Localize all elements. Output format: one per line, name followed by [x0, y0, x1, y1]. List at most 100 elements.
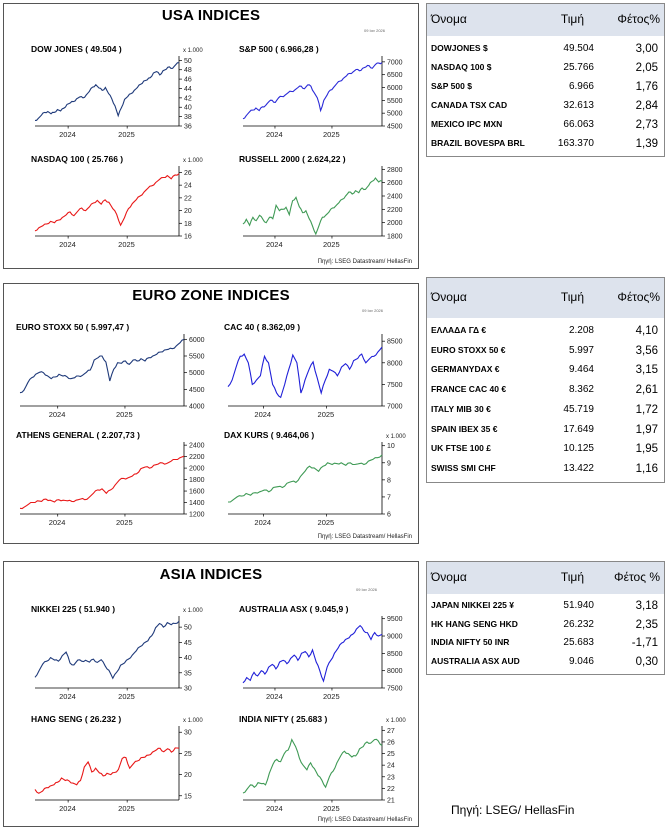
index-ytd: 1,95: [635, 443, 658, 456]
index-ytd: 1,72: [635, 403, 658, 416]
y-tick-label: 1800: [387, 234, 403, 241]
series-line: [34, 62, 180, 121]
chart-title: NASDAQ 100 ( 25.766 ): [31, 154, 123, 164]
index-ytd: -1,71: [631, 637, 658, 650]
series-line: [34, 747, 180, 794]
y-tick-label: 50: [184, 625, 192, 632]
y-tick-label: 1400: [189, 500, 205, 507]
column-header: Όνομα: [431, 290, 467, 304]
index-price: 9.046: [568, 655, 594, 667]
series-line: [242, 738, 383, 794]
column-header: Φέτος%: [617, 290, 660, 304]
index-price: 10.125: [563, 443, 594, 455]
y-tick-label: 5500: [387, 98, 403, 105]
chart-title: NIKKEI 225 ( 51.940 ): [31, 604, 115, 614]
column-header: Όνομα: [431, 570, 467, 584]
x-tick-label: 2025: [118, 240, 135, 249]
table-row: AUSTRALIA ASX AUD 9.046 0,30: [427, 654, 664, 673]
y-tick-label: 7000: [387, 404, 403, 411]
x-tick-label: 2024: [254, 410, 271, 419]
y-tick-label: 22: [387, 786, 395, 793]
y-tick-label: 26: [387, 739, 395, 746]
index-ytd: 2,61: [635, 384, 658, 397]
russell-2000-chart: RUSSELL 2000 ( 2.624,22 ) 1800 2000 2200 240…: [239, 154, 403, 249]
panel-date: 09 Ιαν 2026: [362, 308, 383, 313]
index-ytd: 3,00: [635, 42, 658, 55]
y-tick-label: 2400: [189, 443, 205, 450]
x-tick-label: 2025: [323, 804, 340, 813]
index-ytd: 1,76: [635, 80, 658, 93]
chart-title: DOW JONES ( 49.504 ): [31, 44, 122, 54]
y-tick-label: 8000: [387, 360, 403, 367]
nikkei-225-chart: NIKKEI 225 ( 51.940 ) x 1.000 30 35 40 45 50 20…: [31, 604, 203, 701]
table-row: INDIA NIFTY 50 INR 25.683 -1,71: [427, 635, 664, 654]
index-ytd: 1,97: [635, 423, 658, 436]
index-name: EURO STOXX 50 €: [431, 344, 506, 355]
y-tick-label: 40: [184, 655, 192, 662]
index-price: 51.940: [563, 600, 594, 612]
unit-label: x 1.000: [386, 434, 406, 440]
index-price: 32.613: [563, 99, 594, 111]
table-row: ITALY MIB 30 € 45.719 1,72: [427, 401, 664, 421]
column-header: Τιμή: [560, 12, 584, 26]
index-price: 13.422: [563, 463, 594, 475]
index-price: 6.966: [568, 80, 594, 92]
table-header: Όνομα Τιμή Φέτος %: [427, 562, 664, 594]
chart-title: INDIA NIFTY ( 25.683 ): [239, 714, 327, 724]
y-tick-label: 30: [184, 686, 192, 693]
index-name: NASDAQ 100 $: [431, 61, 492, 72]
y-tick-label: 6000: [189, 337, 205, 344]
asia-indices-table: Όνομα Τιμή Φέτος % JAPAN NIKKEI 225 ¥ 51.940…: [426, 561, 665, 675]
table-header: Όνομα Τιμή Φέτος%: [427, 4, 664, 36]
euro-zone-indices-table: Όνομα Τιμή Φέτος% ΕΛΛΑΔΑ ΓΔ € 2.208 4,10 EURO …: [426, 277, 665, 483]
y-tick-label: 1200: [189, 512, 205, 519]
index-price: 163.370: [557, 137, 594, 149]
index-name: BRAZIL BOVESPA BRL: [431, 137, 525, 148]
index-ytd: 3,18: [635, 600, 658, 613]
series-line: [19, 338, 185, 394]
y-tick-label: 42: [184, 95, 192, 102]
y-tick-label: 25: [184, 751, 192, 758]
x-tick-label: 2025: [116, 410, 133, 419]
table-row: JAPAN NIKKEI 225 ¥ 51.940 3,18: [427, 598, 664, 617]
index-ytd: 0,30: [635, 655, 658, 668]
index-ytd: 2,84: [635, 99, 658, 112]
index-name: ΕΛΛΑΔΑ ΓΔ €: [431, 324, 487, 335]
index-name: CANADA TSX CAD: [431, 99, 508, 110]
index-price: 2.208: [568, 324, 594, 336]
chart-title: ATHENS GENERAL ( 2.207,73 ): [16, 430, 140, 440]
table-row: MEXICO IPC MXN 66.063 2,73: [427, 116, 664, 135]
panel-title: USA INDICES: [161, 7, 261, 24]
index-ytd: 2,35: [635, 618, 658, 631]
table-row: ΕΛΛΑΔΑ ΓΔ € 2.208 4,10: [427, 322, 664, 342]
y-tick-label: 5000: [189, 370, 205, 377]
y-tick-label: 7500: [387, 382, 403, 389]
y-tick-label: 24: [387, 763, 395, 770]
index-name: SPAIN IBEX 35 €: [431, 423, 498, 434]
y-tick-label: 35: [184, 670, 192, 677]
table-row: GERMANYDAX € 9.464 3,15: [427, 362, 664, 382]
column-header: Φέτος %: [614, 570, 660, 584]
index-name: HK HANG SENG HKD: [431, 618, 518, 629]
column-header: Φέτος%: [617, 12, 660, 26]
athens-general-chart: ATHENS GENERAL ( 2.207,73 ) 1200 1400 1600 1…: [16, 430, 205, 527]
panel-date: 09 Ιαν 2026: [364, 28, 385, 33]
series-line: [242, 624, 383, 684]
y-tick-label: 2000: [189, 466, 205, 473]
index-price: 45.719: [563, 403, 594, 415]
x-tick-label: 2025: [118, 804, 135, 813]
index-name: AUSTRALIA ASX AUD: [431, 655, 520, 666]
index-price: 5.997: [568, 344, 594, 356]
y-tick-label: 2000: [387, 220, 403, 227]
index-price: 9.464: [568, 364, 594, 376]
y-tick-label: 20: [184, 208, 192, 215]
chart-title: EURO STOXX 50 ( 5.997,47 ): [16, 322, 129, 332]
series-line: [228, 454, 383, 503]
australia-asx-chart: AUSTRALIA ASX ( 9.045,9 ) 7500 8000 8500 900…: [239, 604, 403, 701]
series-line: [34, 173, 180, 232]
x-tick-label: 2024: [254, 518, 271, 527]
table-row: SPAIN IBEX 35 € 17.649 1,97: [427, 421, 664, 441]
x-tick-label: 2025: [323, 130, 340, 139]
y-tick-label: 16: [184, 234, 192, 241]
panel-title: ASIA INDICES: [159, 566, 263, 583]
